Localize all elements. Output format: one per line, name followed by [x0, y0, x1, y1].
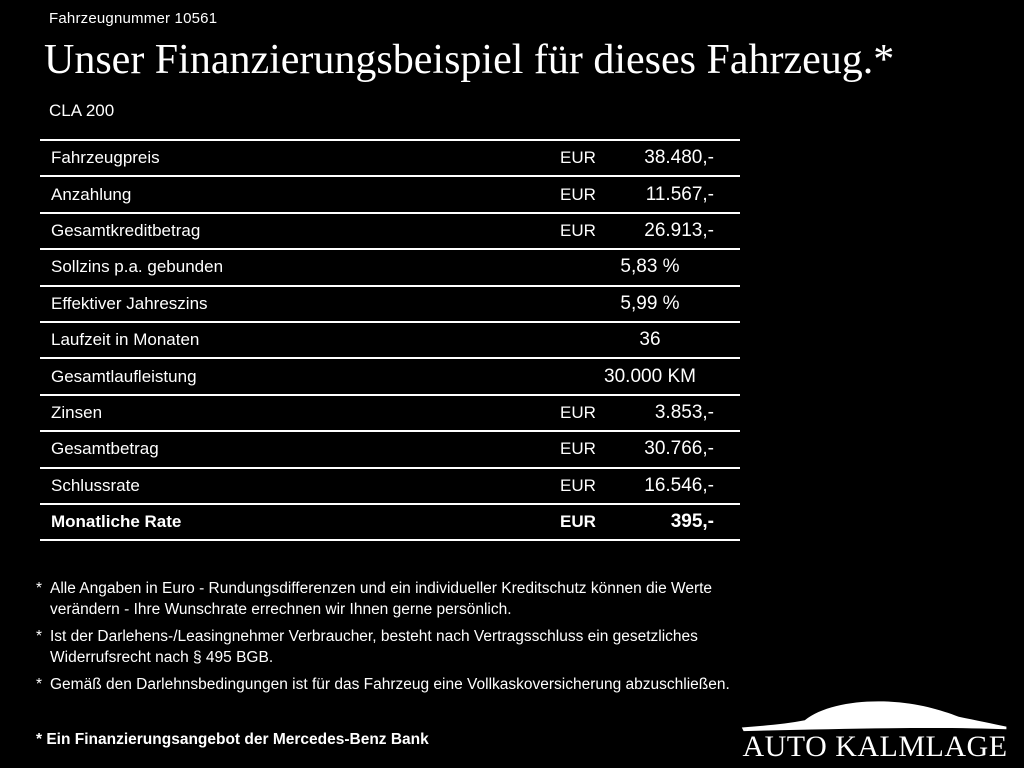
table-row: Schlussrate EUR 16.546,- — [40, 466, 740, 503]
row-currency: EUR — [560, 475, 596, 495]
row-label: Gesamtlaufleistung — [51, 366, 197, 386]
footnote-text: Ist der Darlehens-/Leasingnehmer Verbrau… — [50, 628, 698, 666]
row-label: Monatliche Rate — [51, 512, 182, 532]
table-row: Gesamtkreditbetrag EUR 26.913,- — [40, 211, 740, 248]
row-value: 3.853,- — [654, 401, 714, 423]
row-value: 5,83 % — [620, 256, 680, 278]
row-value: 5,99 % — [620, 292, 680, 314]
row-value: 36 — [639, 329, 661, 351]
row-label: Schlussrate — [51, 475, 140, 495]
row-currency: EUR — [560, 220, 596, 240]
row-label: Zinsen — [51, 402, 103, 422]
dealer-name: AUTO KALMLAGE — [742, 730, 1008, 763]
row-currency: EUR — [560, 184, 596, 204]
row-label: Fahrzeugpreis — [51, 148, 160, 168]
financing-table: Fahrzeugpreis EUR 38.480,- Anzahlung EUR… — [40, 139, 740, 542]
table-row: Gesamtbetrag EUR 30.766,- — [40, 430, 740, 466]
table-row: Effektiver Jahreszins 5,99 % — [40, 284, 740, 321]
car-silhouette-icon — [741, 701, 1007, 732]
row-currency: EUR — [560, 148, 596, 168]
footnote: * Gemäß den Darlehnsbedingungen ist für … — [36, 675, 752, 696]
row-label: Laufzeit in Monaten — [51, 330, 200, 350]
table-row: Zinsen EUR 3.853,- — [40, 393, 740, 430]
footnote-marker: * — [36, 628, 43, 645]
table-row: Gesamtlaufleistung 30.000 KM — [40, 357, 740, 393]
footnote-text: Alle Angaben in Euro - Rundungsdifferenz… — [50, 580, 713, 618]
table-row: Fahrzeugpreis EUR 38.480,- — [40, 139, 740, 175]
page-title: Unser Finanzierungsbeispiel für dieses F… — [44, 37, 895, 83]
footnote-marker: * — [36, 580, 43, 597]
vehicle-number: Fahrzeugnummer 10561 — [49, 10, 218, 27]
row-value: 30.000 KM — [604, 365, 696, 387]
row-value: 30.766,- — [644, 438, 714, 460]
table-row-monthly-rate: Monatliche Rate EUR 395,- — [40, 502, 740, 539]
table-row: Sollzins p.a. gebunden 5,83 % — [40, 248, 740, 284]
row-value: 395,- — [670, 511, 714, 533]
row-label: Anzahlung — [51, 184, 132, 204]
row-currency: EUR — [560, 402, 596, 422]
footnote-marker: * — [36, 676, 43, 693]
footnote: * Alle Angaben in Euro - Rundungsdiffere… — [36, 579, 752, 620]
row-label: Gesamtbetrag — [51, 439, 159, 459]
footnote-text: Gemäß den Darlehnsbedingungen ist für da… — [50, 676, 730, 693]
row-currency: EUR — [560, 512, 596, 532]
row-label: Sollzins p.a. gebunden — [51, 257, 224, 277]
footnotes: * Alle Angaben in Euro - Rundungsdiffere… — [36, 579, 752, 703]
table-row: Laufzeit in Monaten 36 — [40, 320, 740, 357]
dealer-logo: AUTO KALMLAGE — [734, 696, 1016, 764]
footnote: * Ist der Darlehens-/Leasingnehmer Verbr… — [36, 627, 752, 668]
row-value: 38.480,- — [644, 147, 714, 169]
row-value: 26.913,- — [644, 219, 714, 241]
financing-offer-note: * Ein Finanzierungsangebot der Mercedes-… — [36, 731, 429, 748]
vehicle-model: CLA 200 — [49, 101, 115, 120]
table-row: Anzahlung EUR 11.567,- — [40, 175, 740, 211]
row-currency: EUR — [560, 439, 596, 459]
row-value: 16.546,- — [644, 474, 714, 496]
row-label: Effektiver Jahreszins — [51, 293, 208, 313]
row-label: Gesamtkreditbetrag — [51, 220, 201, 240]
row-value: 11.567,- — [645, 183, 714, 205]
